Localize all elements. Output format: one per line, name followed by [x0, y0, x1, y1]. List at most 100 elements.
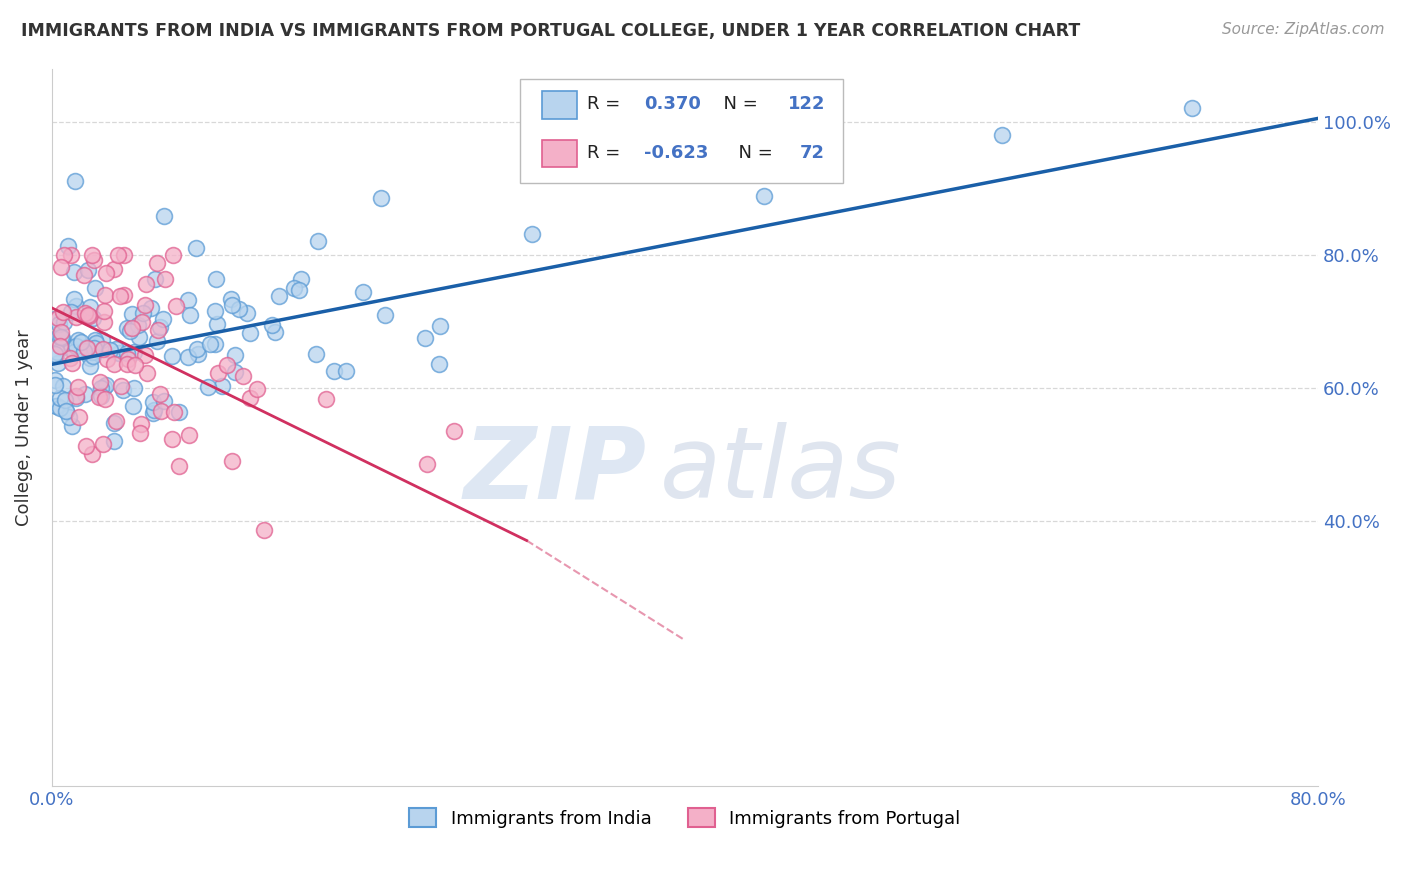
Point: [127, 318, 149, 333]
Point: [63, 344, 86, 359]
Point: [315, 392, 337, 407]
Point: [82, 349, 104, 363]
Point: [224, 348, 246, 362]
Point: [94, 266, 117, 280]
Point: [46, 311, 69, 326]
Legend: Immigrants from India, Immigrants from Portugal: Immigrants from India, Immigrants from P…: [402, 801, 967, 835]
Point: [221, 292, 243, 306]
Point: [205, 317, 228, 331]
Point: [45, 344, 67, 359]
Point: [165, 299, 187, 313]
Point: [162, 432, 184, 446]
Point: [224, 366, 246, 380]
Point: [217, 359, 239, 373]
Point: [427, 357, 450, 371]
Point: [263, 325, 285, 339]
Point: [177, 427, 200, 442]
Point: [94, 392, 117, 406]
Point: [51, 331, 73, 345]
Point: [107, 247, 129, 261]
Point: [370, 191, 392, 205]
Point: [69, 335, 91, 350]
Point: [145, 334, 167, 348]
Point: [65, 391, 87, 405]
Point: [103, 357, 125, 371]
Point: [73, 387, 96, 401]
Point: [204, 303, 226, 318]
Point: [142, 406, 165, 420]
Point: [221, 454, 243, 468]
Point: [77, 308, 100, 322]
Point: [122, 399, 145, 413]
Text: IMMIGRANTS FROM INDIA VS IMMIGRANTS FROM PORTUGAL COLLEGE, UNDER 1 YEAR CORRELAT: IMMIGRANTS FROM INDIA VS IMMIGRANTS FROM…: [21, 22, 1080, 40]
Point: [48, 318, 70, 332]
Point: [80, 447, 103, 461]
Text: Source: ZipAtlas.com: Source: ZipAtlas.com: [1222, 22, 1385, 37]
Point: [148, 323, 170, 337]
Text: atlas: atlas: [659, 422, 901, 519]
Point: [141, 301, 163, 316]
Point: [115, 346, 138, 360]
Text: N =: N =: [711, 95, 763, 113]
Point: [429, 319, 451, 334]
Point: [93, 304, 115, 318]
Point: [49, 329, 72, 343]
Point: [87, 390, 110, 404]
Point: [323, 364, 346, 378]
Point: [93, 314, 115, 328]
Point: [91, 343, 114, 357]
Point: [79, 359, 101, 373]
Point: [59, 247, 82, 261]
Point: [91, 334, 114, 348]
Point: [49, 401, 72, 415]
Point: [228, 301, 250, 316]
Point: [63, 292, 86, 306]
Point: [236, 306, 259, 320]
Point: [65, 310, 87, 324]
Point: [204, 337, 226, 351]
FancyBboxPatch shape: [520, 79, 844, 184]
Point: [413, 331, 436, 345]
Point: [52, 304, 75, 318]
Point: [80, 344, 103, 359]
Point: [122, 381, 145, 395]
Point: [117, 320, 139, 334]
Point: [169, 405, 191, 419]
Point: [443, 424, 465, 438]
Point: [131, 315, 153, 329]
Point: [136, 367, 159, 381]
Point: [1180, 102, 1202, 116]
Point: [117, 352, 139, 367]
Point: [120, 324, 142, 338]
Point: [96, 378, 118, 392]
Point: [290, 272, 312, 286]
Point: [84, 281, 107, 295]
Point: [105, 414, 128, 428]
Point: [90, 389, 112, 403]
Point: [58, 409, 80, 424]
Point: [59, 342, 82, 356]
Point: [89, 375, 111, 389]
Point: [49, 391, 72, 405]
Point: [52, 378, 75, 392]
Point: [288, 283, 311, 297]
Point: [44, 347, 66, 361]
Text: 72: 72: [800, 144, 825, 161]
Point: [59, 340, 82, 354]
Point: [145, 272, 167, 286]
Point: [90, 381, 112, 395]
Point: [146, 256, 169, 270]
Point: [122, 344, 145, 359]
Point: [135, 277, 157, 291]
Point: [83, 252, 105, 267]
Point: [67, 334, 90, 348]
Text: ZIP: ZIP: [464, 422, 647, 519]
Point: [48, 356, 70, 370]
Point: [283, 281, 305, 295]
Point: [752, 188, 775, 202]
FancyBboxPatch shape: [541, 92, 578, 119]
Point: [177, 351, 200, 365]
Point: [132, 306, 155, 320]
Point: [142, 395, 165, 409]
Text: 0.370: 0.370: [644, 95, 702, 113]
